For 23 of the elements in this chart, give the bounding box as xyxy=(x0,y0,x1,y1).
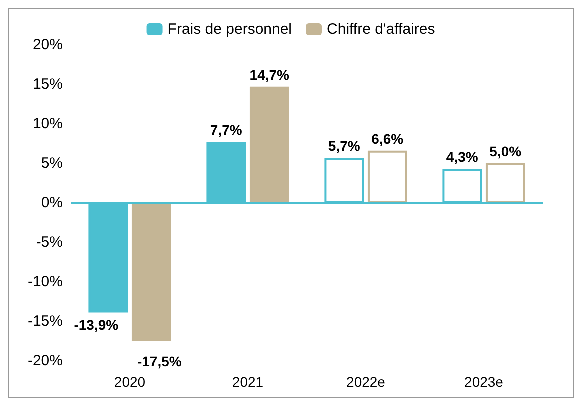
y-tick-label: 5% xyxy=(41,155,63,172)
y-tick-label: -20% xyxy=(28,352,63,370)
x-tick-label: 2023e xyxy=(464,374,504,390)
data-label: 5,7% xyxy=(328,138,361,154)
y-tick-label: -10% xyxy=(28,274,63,290)
y-tick-label: 15% xyxy=(32,76,63,93)
x-tick-label: 2020 xyxy=(114,374,146,390)
data-label: 6,6% xyxy=(372,130,404,147)
y-tick-label: -5% xyxy=(36,234,63,251)
legend-label: Frais de personnel xyxy=(168,21,292,38)
data-label: 14,7% xyxy=(250,66,290,83)
data-label: 7,7% xyxy=(210,122,243,138)
y-tick-label: 10% xyxy=(32,116,63,132)
y-tick-label: -15% xyxy=(28,313,63,330)
data-label: 5,0% xyxy=(490,144,522,160)
y-tick-label: 20% xyxy=(32,36,63,54)
data-label: -13,9% xyxy=(74,316,120,333)
data-label: 4,3% xyxy=(446,149,479,166)
data-label: -17,5% xyxy=(137,353,182,370)
x-tick-label: 2022e xyxy=(346,374,386,390)
y-tick-label: 0% xyxy=(41,194,63,212)
x-tick-label: 2021 xyxy=(232,374,264,390)
legend-label: Chiffre d'affaires xyxy=(327,21,436,38)
